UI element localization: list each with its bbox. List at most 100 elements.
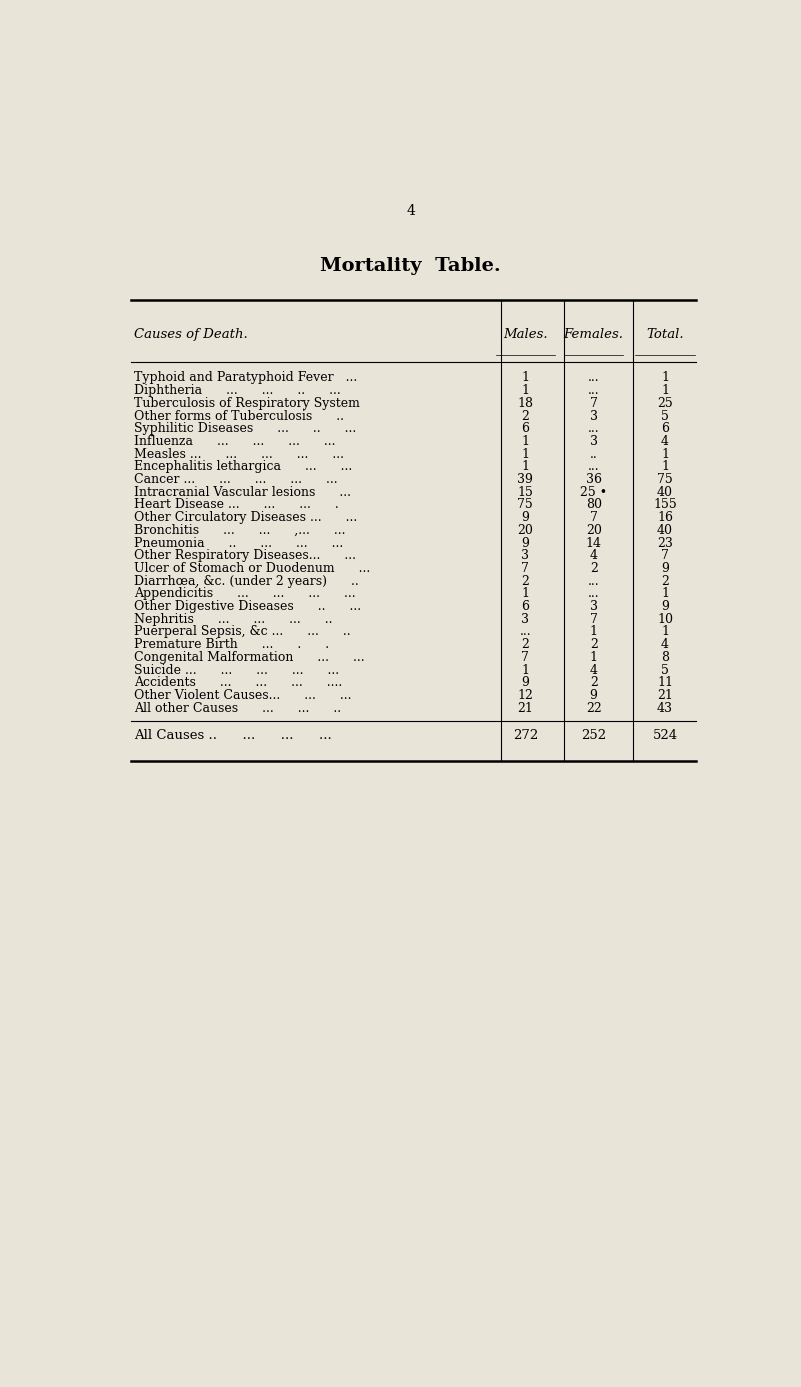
Text: ...: ... — [588, 422, 599, 436]
Text: Causes of Death.: Causes of Death. — [135, 327, 248, 341]
Text: ...: ... — [588, 574, 599, 588]
Text: 75: 75 — [517, 498, 533, 512]
Text: 10: 10 — [657, 613, 673, 626]
Text: 1: 1 — [521, 460, 529, 473]
Text: 11: 11 — [657, 677, 673, 689]
Text: All Causes ..      ...      ...      ...: All Causes .. ... ... ... — [135, 730, 332, 742]
Text: 7: 7 — [590, 397, 598, 411]
Text: 36: 36 — [586, 473, 602, 485]
Text: 1: 1 — [521, 372, 529, 384]
Text: Other Respiratory Diseases...      ...: Other Respiratory Diseases... ... — [135, 549, 356, 562]
Text: Total.: Total. — [646, 327, 684, 341]
Text: ...: ... — [588, 384, 599, 397]
Text: Mortality  Table.: Mortality Table. — [320, 257, 501, 275]
Text: 1: 1 — [521, 436, 529, 448]
Text: 2: 2 — [590, 677, 598, 689]
Text: ...: ... — [588, 460, 599, 473]
Text: Nephritis      ...      ...      ...      ..: Nephritis ... ... ... .. — [135, 613, 332, 626]
Text: 9: 9 — [521, 512, 529, 524]
Text: 4: 4 — [590, 663, 598, 677]
Text: Syphilitic Diseases      ...      ..      ...: Syphilitic Diseases ... .. ... — [135, 422, 356, 436]
Text: Other Violent Causes...      ...      ...: Other Violent Causes... ... ... — [135, 689, 352, 702]
Text: Other forms of Tuberculosis      ..: Other forms of Tuberculosis .. — [135, 409, 344, 423]
Text: Heart Disease ...      ...      ...      .: Heart Disease ... ... ... . — [135, 498, 339, 512]
Text: Accidents      ...      ...      ...      ....: Accidents ... ... ... .... — [135, 677, 343, 689]
Text: ..: .. — [590, 448, 598, 460]
Text: 3: 3 — [590, 436, 598, 448]
Text: Other Circulatory Diseases ...      ...: Other Circulatory Diseases ... ... — [135, 512, 357, 524]
Text: 1: 1 — [661, 587, 669, 601]
Text: Bronchitis      ...      ...      ,...      ...: Bronchitis ... ... ,... ... — [135, 524, 346, 537]
Text: 4: 4 — [590, 549, 598, 562]
Text: 39: 39 — [517, 473, 533, 485]
Text: 2: 2 — [661, 574, 669, 588]
Text: 3: 3 — [590, 409, 598, 423]
Text: ...: ... — [520, 626, 531, 638]
Text: 524: 524 — [653, 730, 678, 742]
Text: 2: 2 — [521, 638, 529, 651]
Text: Appendicitis      ...      ...      ...      ...: Appendicitis ... ... ... ... — [135, 587, 356, 601]
Text: ...: ... — [588, 587, 599, 601]
Text: ...: ... — [588, 372, 599, 384]
Text: 6: 6 — [521, 422, 529, 436]
Text: 3: 3 — [521, 549, 529, 562]
Text: 155: 155 — [653, 498, 677, 512]
Text: 9: 9 — [521, 537, 529, 549]
Text: Ulcer of Stomach or Duodenum      ...: Ulcer of Stomach or Duodenum ... — [135, 562, 371, 576]
Text: Males.: Males. — [503, 327, 548, 341]
Text: Females.: Females. — [564, 327, 624, 341]
Text: Encephalitis lethargica      ...      ...: Encephalitis lethargica ... ... — [135, 460, 352, 473]
Text: 4: 4 — [661, 436, 669, 448]
Text: 1: 1 — [590, 651, 598, 664]
Text: 5: 5 — [661, 409, 669, 423]
Text: 14: 14 — [586, 537, 602, 549]
Text: 4: 4 — [661, 638, 669, 651]
Text: 75: 75 — [657, 473, 673, 485]
Text: 20: 20 — [517, 524, 533, 537]
Text: 16: 16 — [657, 512, 673, 524]
Text: 21: 21 — [517, 702, 533, 714]
Text: 252: 252 — [581, 730, 606, 742]
Text: 7: 7 — [661, 549, 669, 562]
Text: 1: 1 — [661, 460, 669, 473]
Text: 18: 18 — [517, 397, 533, 411]
Text: 6: 6 — [661, 422, 669, 436]
Text: 40: 40 — [657, 524, 673, 537]
Text: Diphtheria      ...      ...      ..      ...: Diphtheria ... ... .. ... — [135, 384, 341, 397]
Text: Typhoid and Paratyphoid Fever   ...: Typhoid and Paratyphoid Fever ... — [135, 372, 357, 384]
Text: 9: 9 — [661, 601, 669, 613]
Text: 9: 9 — [590, 689, 598, 702]
Text: 1: 1 — [661, 626, 669, 638]
Text: 43: 43 — [657, 702, 673, 714]
Text: Intracranial Vascular lesions      ...: Intracranial Vascular lesions ... — [135, 485, 352, 499]
Text: Diarrhœa, &c. (under 2 years)      ..: Diarrhœa, &c. (under 2 years) .. — [135, 574, 359, 588]
Text: Cancer ...      ...      ...      ...      ...: Cancer ... ... ... ... ... — [135, 473, 338, 485]
Text: 25: 25 — [657, 397, 673, 411]
Text: 12: 12 — [517, 689, 533, 702]
Text: 272: 272 — [513, 730, 538, 742]
Text: 1: 1 — [661, 384, 669, 397]
Text: 15: 15 — [517, 485, 533, 499]
Text: Measles ...      ...      ...      ...      ...: Measles ... ... ... ... ... — [135, 448, 344, 460]
Text: 23: 23 — [657, 537, 673, 549]
Text: 1: 1 — [521, 663, 529, 677]
Text: 7: 7 — [590, 613, 598, 626]
Text: 7: 7 — [521, 562, 529, 576]
Text: 25 •: 25 • — [580, 485, 607, 499]
Text: 1: 1 — [521, 587, 529, 601]
Text: 7: 7 — [590, 512, 598, 524]
Text: Premature Birth      ...      .      .: Premature Birth ... . . — [135, 638, 329, 651]
Text: 7: 7 — [521, 651, 529, 664]
Text: 1: 1 — [661, 372, 669, 384]
Text: 2: 2 — [590, 562, 598, 576]
Text: 1: 1 — [521, 448, 529, 460]
Text: Influenza      ...      ...      ...      ...: Influenza ... ... ... ... — [135, 436, 336, 448]
Text: 2: 2 — [521, 574, 529, 588]
Text: 5: 5 — [661, 663, 669, 677]
Text: 9: 9 — [661, 562, 669, 576]
Text: 1: 1 — [521, 384, 529, 397]
Text: Other Digestive Diseases      ..      ...: Other Digestive Diseases .. ... — [135, 601, 361, 613]
Text: 2: 2 — [590, 638, 598, 651]
Text: 6: 6 — [521, 601, 529, 613]
Text: Suicide ...      ...      ...      ...      ...: Suicide ... ... ... ... ... — [135, 663, 340, 677]
